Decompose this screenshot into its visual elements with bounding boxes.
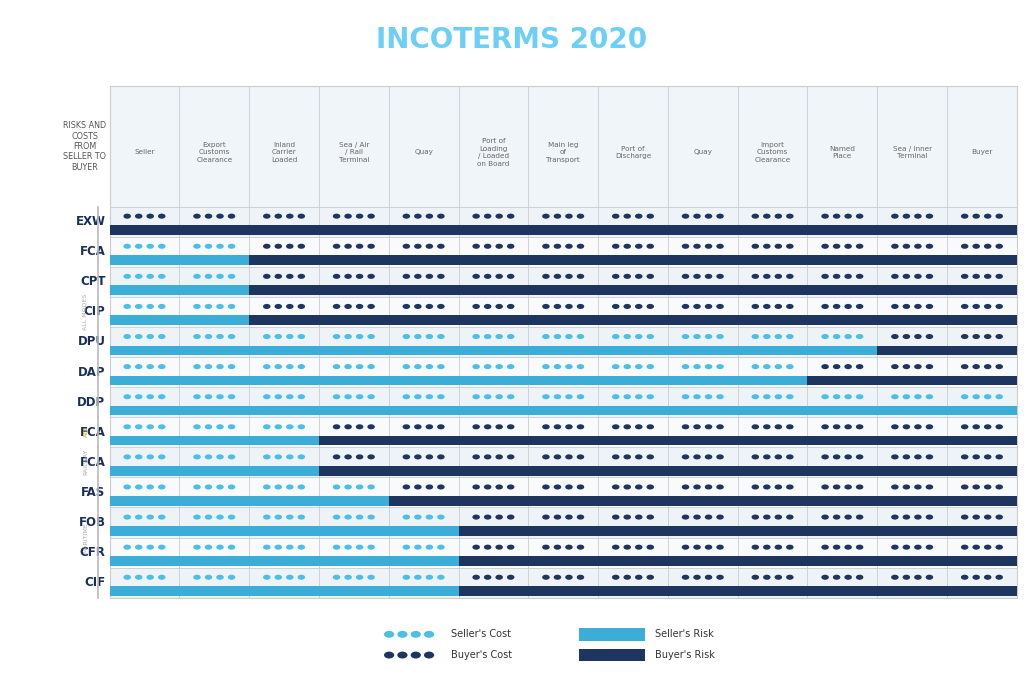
Text: ALL MODES: ALL MODES [84,294,88,330]
Text: DDP: DDP [78,396,105,408]
Text: FCA: FCA [80,245,105,258]
Text: DAP: DAP [78,366,105,379]
Text: Sea / Inner
Terminal: Sea / Inner Terminal [893,146,932,159]
Text: Inland
Carrier
Loaded: Inland Carrier Loaded [271,142,297,163]
Text: Quay: Quay [693,149,713,155]
Text: CPT: CPT [80,275,105,288]
Text: FCA: FCA [80,426,105,439]
Text: Buyer's Cost: Buyer's Cost [451,650,512,660]
Text: CIF: CIF [84,576,105,589]
Text: MARITIME: MARITIME [84,522,88,553]
Text: Import
Customs
Clearance: Import Customs Clearance [755,142,791,163]
Text: FCA: FCA [80,456,105,468]
Text: Export
Customs
Clearance: Export Customs Clearance [197,142,232,163]
Text: DPU: DPU [78,335,105,348]
Text: CIP: CIP [84,305,105,319]
Text: Seller's Risk: Seller's Risk [655,630,714,639]
Text: Quay: Quay [414,149,433,155]
Text: Main leg
of
Transport: Main leg of Transport [547,142,580,163]
Text: Seller's Cost: Seller's Cost [451,630,511,639]
Text: Port of
Loading
/ Loaded
on Board: Port of Loading / Loaded on Board [477,138,510,167]
Text: CFR: CFR [80,546,105,559]
Text: EXW: EXW [76,215,105,228]
Text: Seller: Seller [134,149,155,155]
Text: AIR: AIR [84,427,88,437]
Text: Sea / Air
/ Rail
Terminal: Sea / Air / Rail Terminal [339,142,369,163]
Text: FAS: FAS [81,486,105,499]
Text: Port of
Discharge: Port of Discharge [614,146,651,159]
Text: Named
Place: Named Place [829,146,855,159]
Text: RISKS AND
COSTS
FROM
SELLER TO
BUYER: RISKS AND COSTS FROM SELLER TO BUYER [63,121,106,172]
Text: Buyer's Risk: Buyer's Risk [655,650,715,660]
Text: RAILWAY: RAILWAY [84,449,88,475]
Text: Buyer: Buyer [971,149,992,155]
Text: FOB: FOB [79,516,105,529]
Text: INCOTERMS 2020: INCOTERMS 2020 [377,26,647,55]
